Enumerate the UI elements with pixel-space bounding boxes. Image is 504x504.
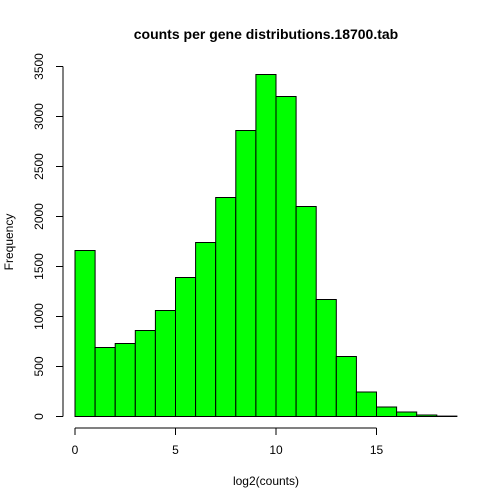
- histogram-bar: [335, 356, 357, 417]
- y-tick-label: 500: [32, 356, 46, 376]
- histogram-bar: [376, 406, 398, 417]
- x-axis: 0 5 10 15: [72, 427, 384, 457]
- x-tick-label: 5: [172, 443, 179, 457]
- histogram-bar: [195, 242, 217, 417]
- y-tick-label: 3500: [32, 53, 46, 80]
- histogram-bar: [416, 414, 438, 417]
- histogram-bar: [295, 206, 317, 417]
- histogram-bar: [74, 250, 96, 417]
- x-tick-label: 10: [269, 443, 283, 457]
- histogram-bar: [94, 347, 116, 417]
- histogram-bar: [275, 96, 297, 417]
- y-tick-label: 2500: [32, 153, 46, 180]
- histogram-bar: [255, 74, 277, 417]
- chart-title: counts per gene distributions.18700.tab: [134, 26, 399, 42]
- x-tick-label: 0: [72, 443, 79, 457]
- x-axis-label: log2(counts): [233, 474, 299, 488]
- histogram-bar: [315, 299, 337, 417]
- y-tick-label: 0: [32, 413, 46, 420]
- histogram-bar: [355, 391, 377, 417]
- x-tick-label: 15: [370, 443, 384, 457]
- histogram-bar: [114, 343, 136, 417]
- y-axis-label: Frequency: [2, 214, 16, 271]
- histogram-bar: [134, 330, 156, 417]
- bars-group: [74, 74, 458, 418]
- y-axis: 0 500 1000 1500 2000 2500 3000 3500: [32, 53, 64, 420]
- y-tick-label: 2000: [32, 203, 46, 230]
- y-tick-label: 1500: [32, 253, 46, 280]
- histogram-bar: [175, 277, 197, 417]
- histogram-bar: [215, 197, 237, 417]
- y-tick-label: 1000: [32, 303, 46, 330]
- histogram-bar: [235, 130, 257, 417]
- histogram-bar: [154, 310, 176, 417]
- histogram-bar: [396, 411, 418, 417]
- y-tick-label: 3000: [32, 103, 46, 130]
